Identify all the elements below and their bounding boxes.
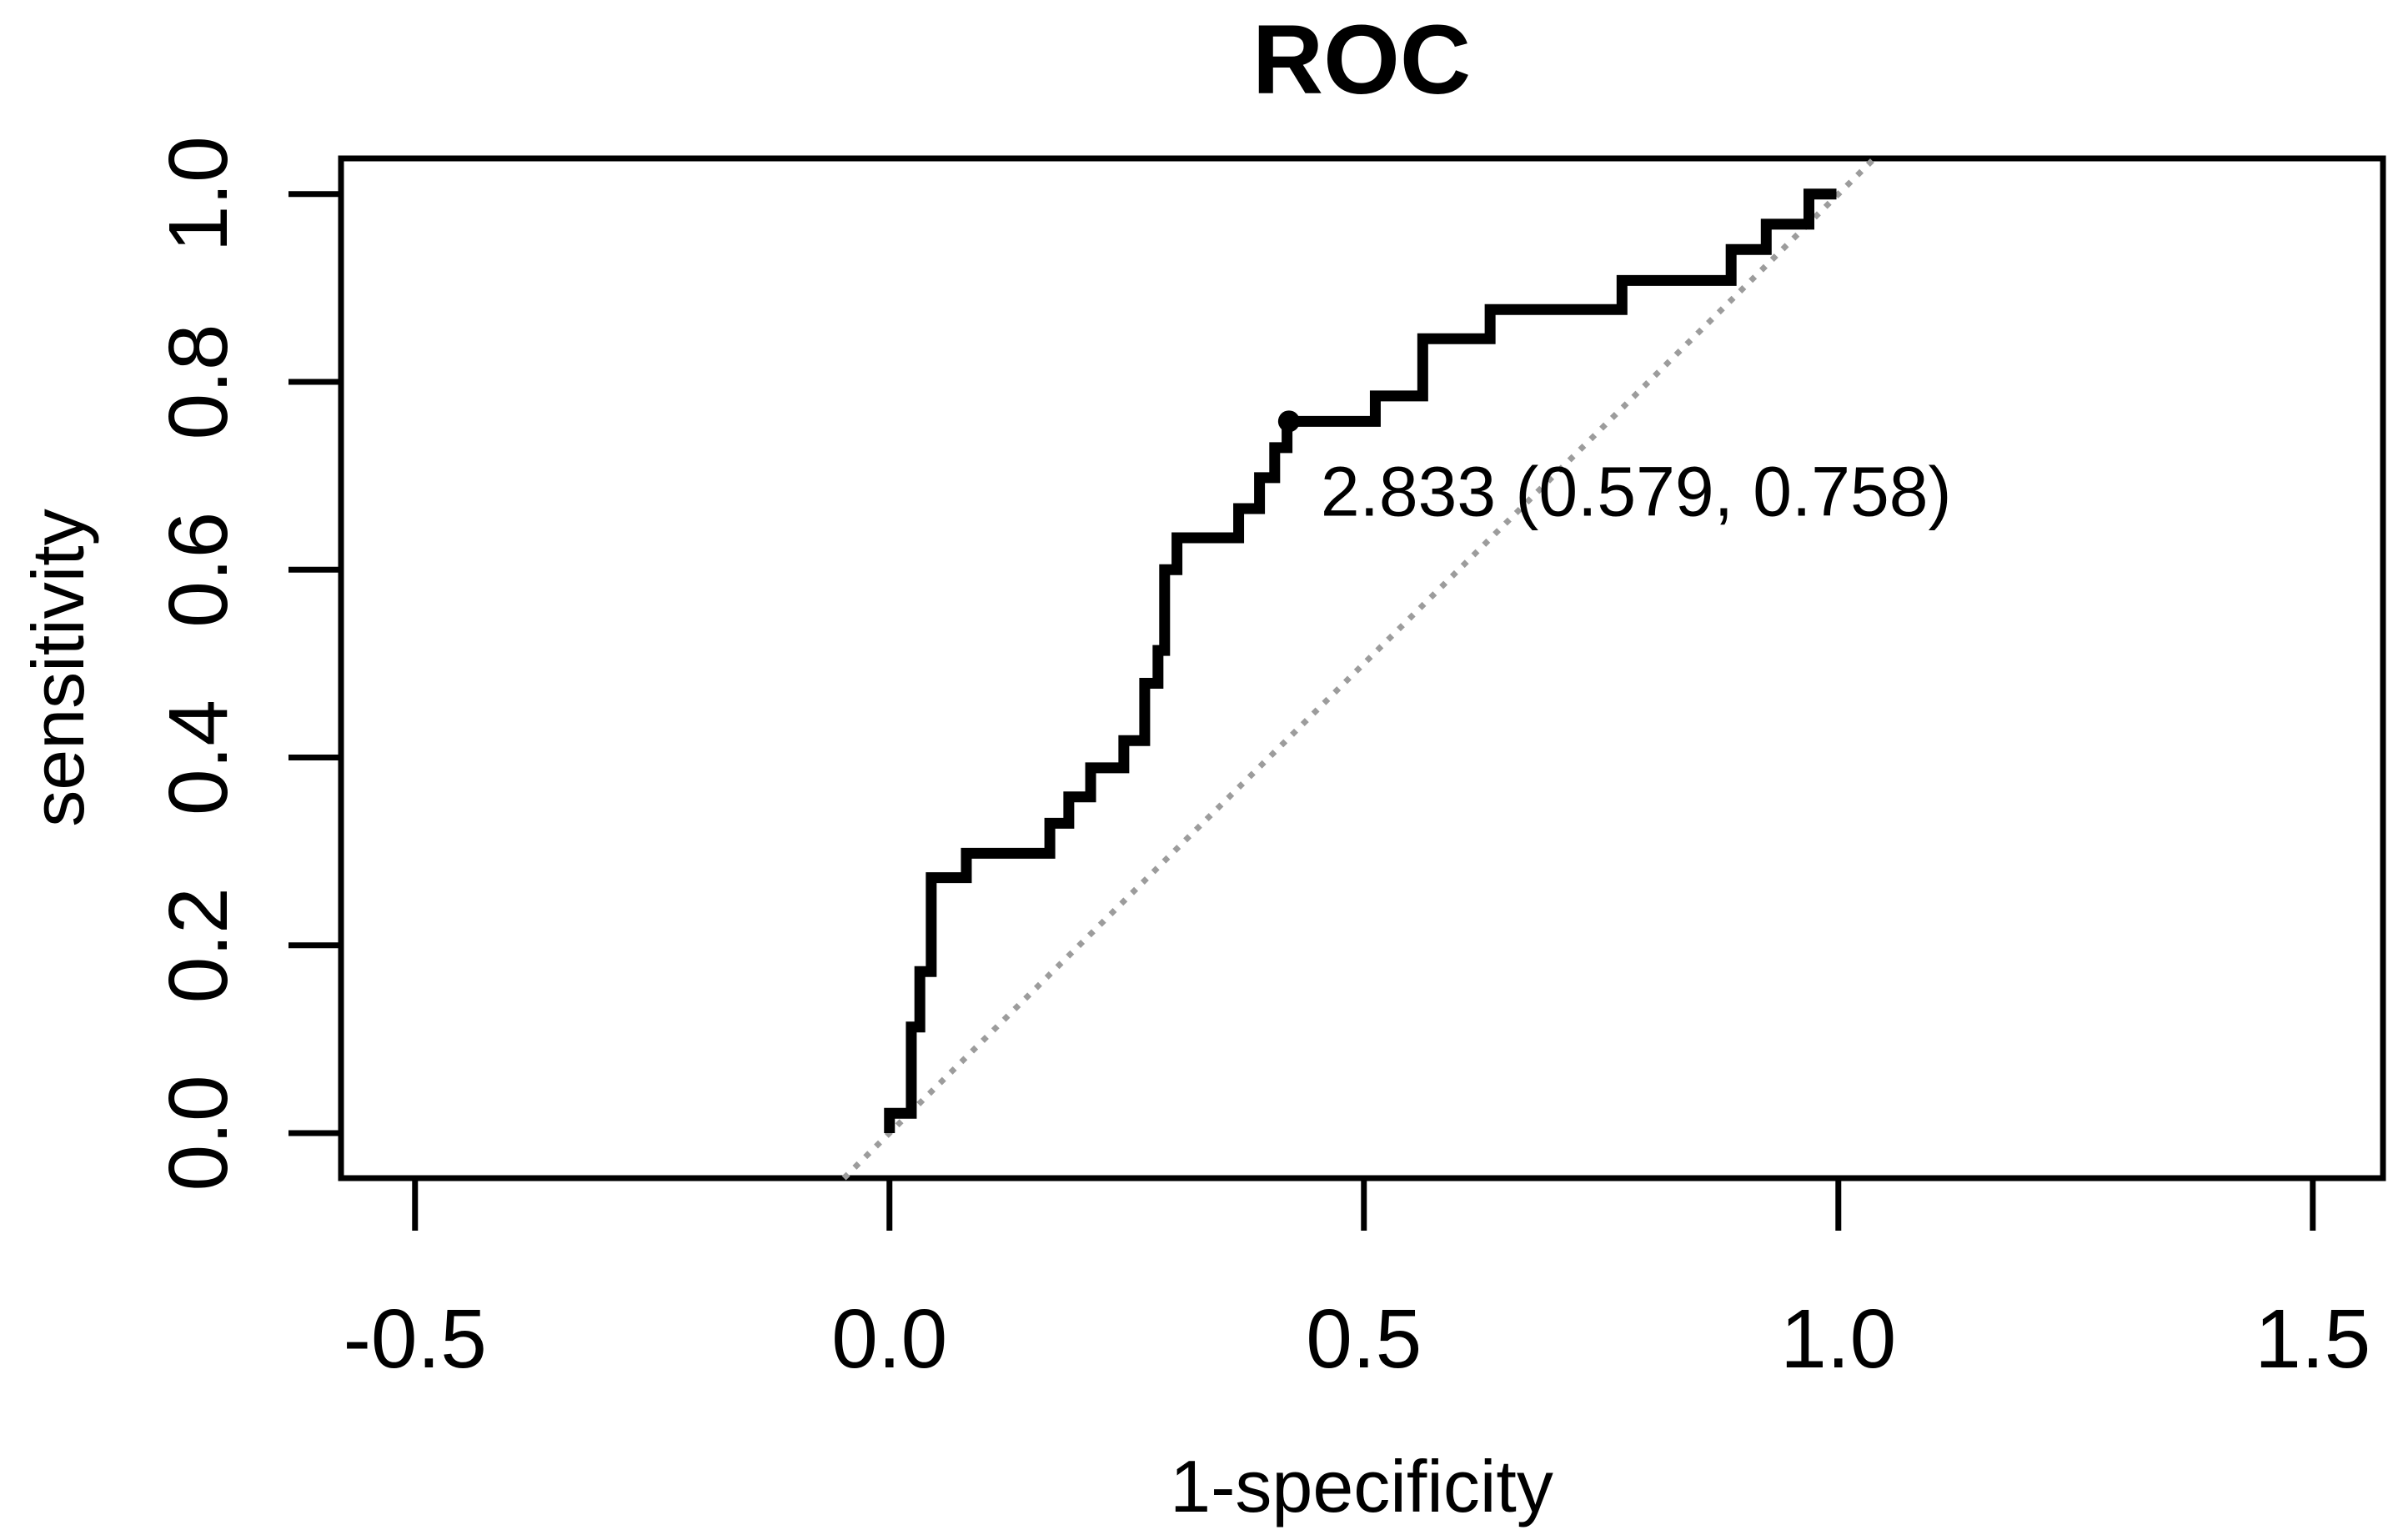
y-tick-label: 0.6	[152, 512, 245, 628]
x-tick-label: 0.5	[1306, 1292, 1422, 1386]
x-tick-label: 0.0	[831, 1292, 947, 1386]
identity-reference-line	[841, 156, 1877, 1181]
x-tick-label: 1.5	[2255, 1292, 2370, 1386]
x-tick-label: 1.0	[1780, 1292, 1896, 1386]
x-axis-tick-labels: -0.5 0.0 0.5 1.0 1.5	[344, 1292, 2371, 1386]
y-tick-label: 0.8	[152, 324, 245, 440]
y-tick-label: 0.2	[152, 887, 245, 1003]
x-axis-ticks	[412, 1178, 2316, 1231]
y-axis-label: sensitivity	[17, 509, 99, 826]
y-tick-label: 0.4	[152, 700, 245, 815]
chart-title: ROC	[1252, 5, 1471, 115]
y-tick-label: 0.0	[152, 1075, 245, 1191]
x-tick-label: -0.5	[344, 1292, 487, 1386]
plot-area-border	[338, 155, 2386, 1181]
y-axis-tick-labels: 0.0 0.2 0.4 0.6 0.8 1.0	[152, 136, 245, 1191]
y-tick-label: 1.0	[152, 136, 245, 252]
threshold-point-marker	[1277, 410, 1300, 433]
roc-curve	[884, 188, 1837, 1133]
y-axis-ticks	[288, 191, 341, 1136]
x-axis-label: 1-specificity	[1170, 1445, 1553, 1527]
threshold-annotation: 2.833 (0.579, 0.758)	[1321, 452, 1952, 530]
